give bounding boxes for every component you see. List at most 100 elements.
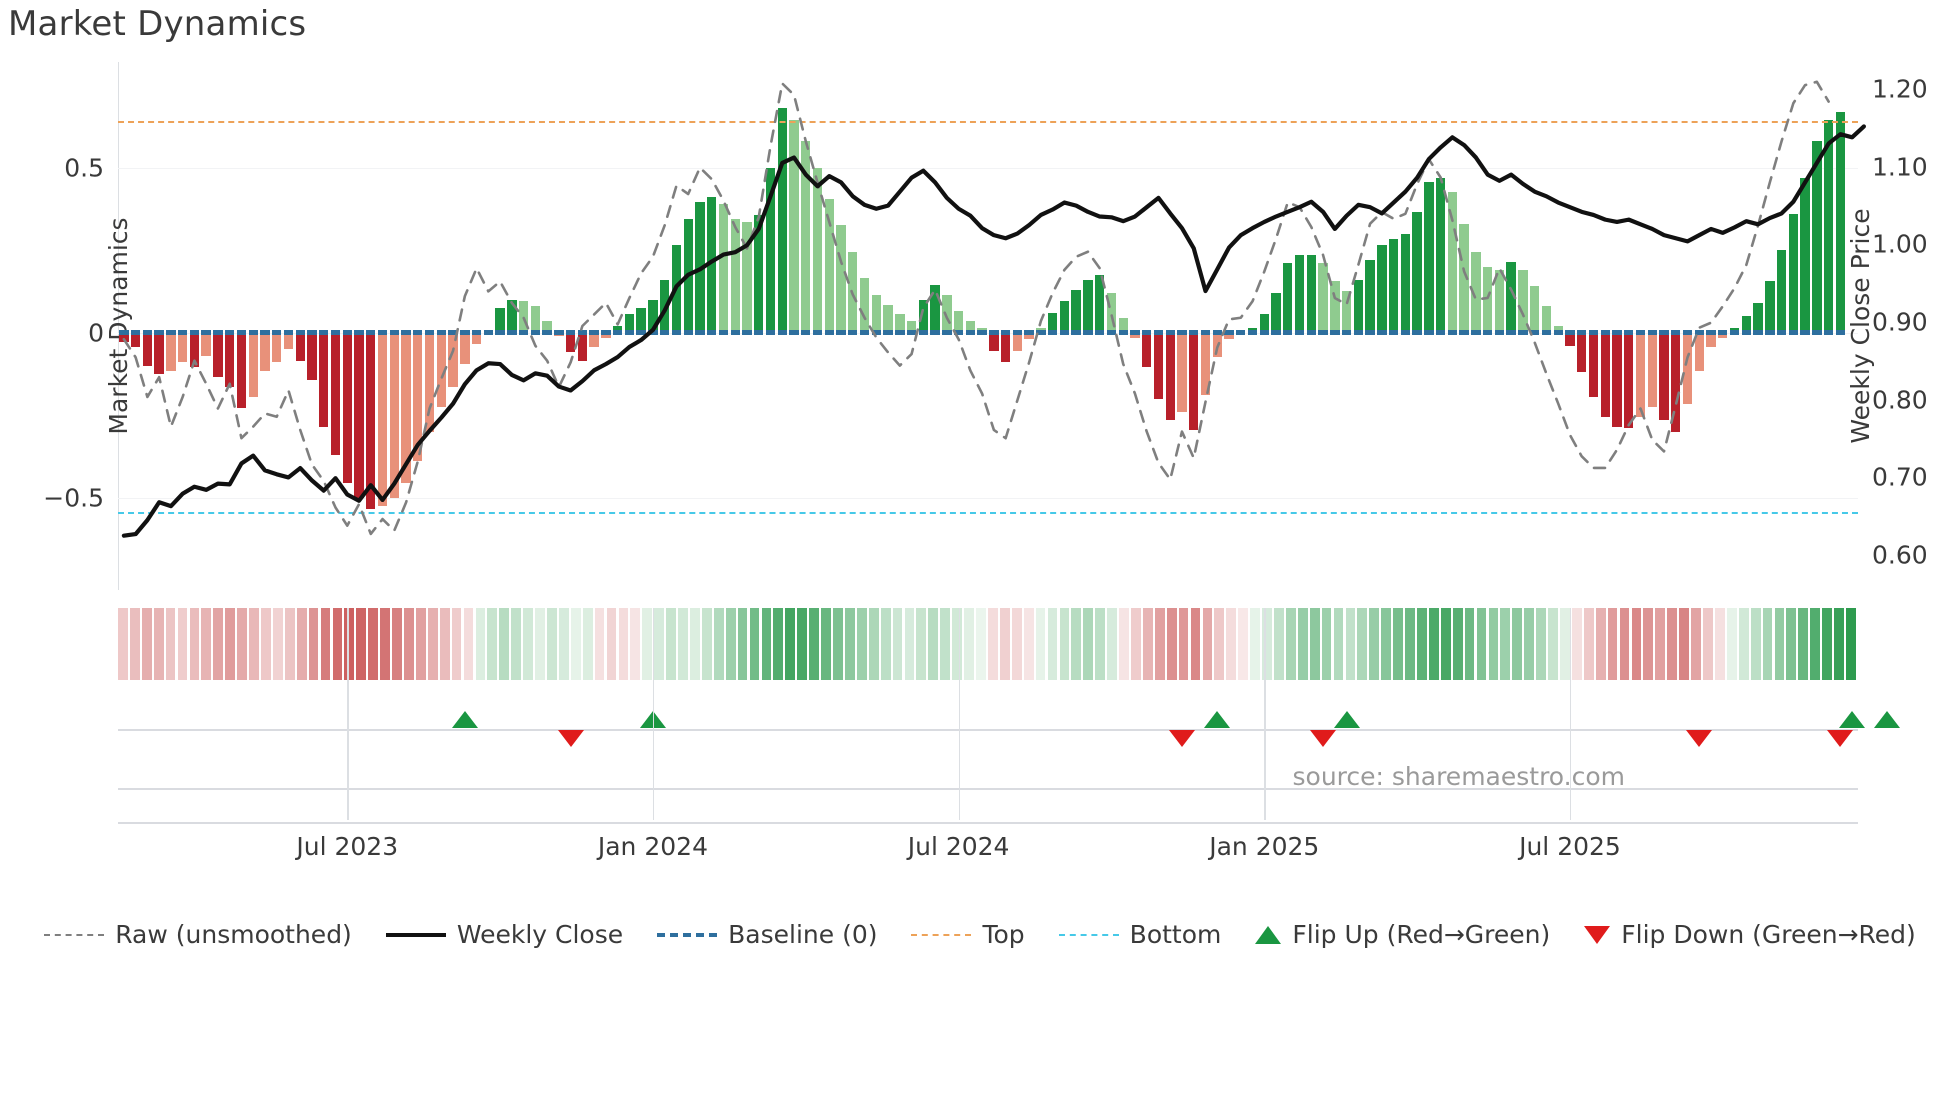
bar (471, 332, 482, 345)
baseline-segment (1306, 330, 1316, 336)
heat-cell (1297, 608, 1308, 680)
bar (283, 332, 294, 350)
baseline-segment (1318, 330, 1328, 336)
heat-cell (833, 608, 843, 680)
baseline-segment (1024, 330, 1034, 336)
bar (895, 314, 905, 333)
heat-cell (1345, 608, 1356, 680)
bar (1612, 332, 1622, 427)
bar (989, 332, 999, 351)
bar (1341, 291, 1352, 333)
bar (648, 299, 658, 333)
heat-cell (1643, 608, 1654, 680)
legend-item[interactable]: Raw (unsmoothed) (44, 920, 352, 949)
baseline-segment (1377, 330, 1387, 336)
heat-cell (261, 608, 271, 680)
bar (1706, 332, 1716, 348)
bar (1823, 119, 1834, 333)
heat-cell (213, 608, 224, 680)
baseline-segment (1412, 330, 1422, 336)
legend-item[interactable]: Flip Up (Red→Green) (1255, 920, 1550, 949)
top-band-line (118, 121, 1858, 124)
heat-cell (856, 608, 867, 680)
bar (307, 332, 317, 381)
baseline-segment (1424, 330, 1434, 336)
regime-heat-strip (118, 608, 1858, 680)
bar (1506, 261, 1516, 333)
bar (1659, 332, 1669, 421)
baseline-segment (1118, 330, 1128, 336)
heat-cell (332, 608, 343, 680)
baseline-segment (436, 330, 446, 336)
bar (413, 332, 423, 462)
heat-cell (749, 608, 760, 680)
baseline-segment (801, 330, 811, 336)
heat-cell (558, 608, 569, 680)
heat-cell (1428, 608, 1439, 680)
heat-cell (547, 608, 557, 680)
heat-cell (1333, 608, 1344, 680)
baseline-segment (1447, 330, 1458, 336)
bar (801, 141, 811, 333)
heat-cell (737, 608, 748, 680)
bar (777, 108, 787, 333)
baseline-segment (1694, 330, 1704, 336)
baseline-segment (601, 330, 611, 336)
legend-item[interactable]: Baseline (0) (657, 920, 877, 949)
heat-cell (1154, 608, 1165, 680)
baseline-segment (1624, 330, 1634, 336)
source-note: source: sharemaestro.com (1292, 762, 1626, 791)
line-series-overlay (121, 80, 1866, 538)
legend-item[interactable]: Bottom (1058, 920, 1221, 949)
baseline-segment (366, 330, 376, 336)
green-up-triangle-icon (1255, 925, 1282, 944)
flip-axis-line (118, 729, 1858, 731)
baseline-segment (248, 330, 258, 336)
heat-cell (594, 608, 605, 680)
bar (1812, 141, 1822, 333)
heat-cell (642, 608, 653, 680)
flip-up-marker-icon (1839, 711, 1866, 728)
y-tick-left: 0 (88, 318, 104, 348)
bar (330, 332, 341, 455)
heat-cell (1071, 608, 1082, 680)
heat-cell (1202, 608, 1213, 680)
bar (1835, 111, 1846, 333)
heat-cell (451, 608, 462, 680)
bar (1600, 332, 1610, 417)
heat-cell (129, 608, 140, 680)
heat-cell (1262, 608, 1272, 680)
legend-item[interactable]: Top (911, 920, 1025, 949)
flip-up-marker-icon (451, 711, 478, 728)
heat-cell (606, 608, 617, 680)
baseline-segment (1800, 330, 1810, 336)
bar (624, 314, 635, 333)
bar (1765, 281, 1775, 333)
bar (1024, 332, 1034, 340)
heat-cell (701, 608, 712, 680)
heat-cell (713, 608, 724, 680)
weekly-close-line (121, 124, 1866, 538)
baseline-segment (848, 330, 858, 336)
bar (577, 332, 588, 361)
baseline-segment (283, 330, 294, 336)
bar (295, 332, 305, 361)
heat-cell (1321, 608, 1332, 680)
heat-cell (797, 608, 808, 680)
legend-item[interactable]: Weekly Close (385, 920, 623, 949)
y-tick-left: −0.5 (43, 483, 104, 513)
heat-cell (1571, 608, 1582, 680)
baseline-segment (824, 330, 834, 336)
heat-cell (118, 608, 128, 680)
baseline-segment (166, 330, 176, 336)
heat-cell (1417, 608, 1427, 680)
baseline-segment (213, 330, 223, 336)
heat-cell (249, 608, 259, 680)
red-down-triangle-icon (1584, 925, 1611, 944)
legend-item[interactable]: Flip Down (Green→Red) (1584, 920, 1916, 949)
bar (1400, 233, 1411, 333)
heat-cell (1214, 608, 1225, 680)
heat-cell (344, 608, 355, 680)
heat-cell (1059, 608, 1070, 680)
bar (1306, 255, 1316, 333)
